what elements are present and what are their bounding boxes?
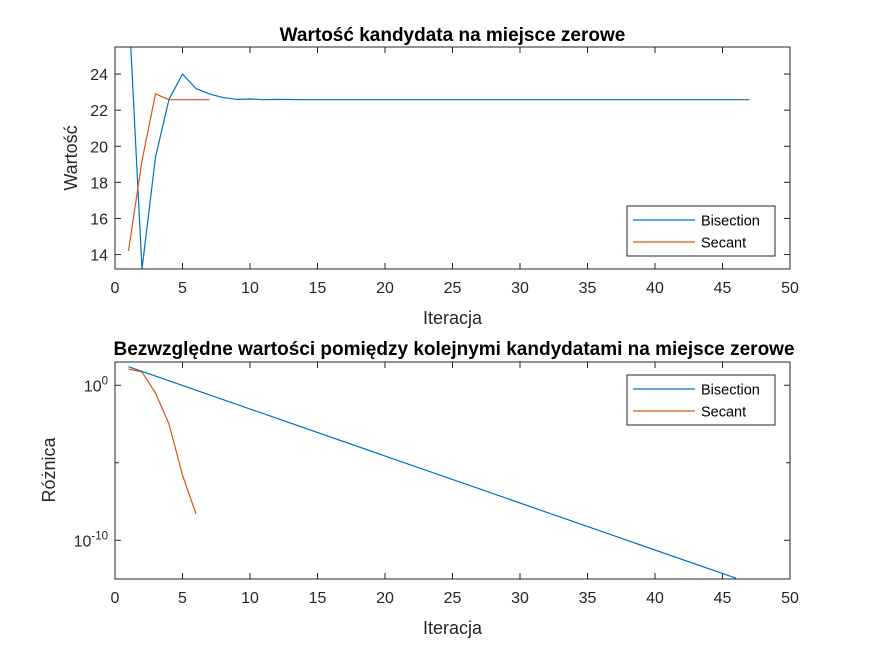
subplot-bottom: Bezwzględne wartości pomiędzy kolejnymi … [39,339,799,638]
ticks-top: 0 5 10 15 20 25 30 35 40 45 50 14 16 18 20 22 24 [90,47,799,297]
subplot-top: Wartość kandydata na miejsce zerowe Iter… [61,25,799,328]
y-tick-label-top-22: 22 [90,103,108,120]
y-tick-label-bottom-10-10: 10-10 [74,530,108,550]
legend-label-bisection-bottom: Bisection [701,383,760,399]
legend-label-secant-bottom: Secant [701,405,746,421]
x-tick-label-top-40: 40 [646,280,664,297]
series-line-bisection-top [130,47,750,269]
y-tick-label-top-14: 14 [90,248,108,265]
x-tick-label-top-20: 20 [376,280,394,297]
x-axis-label-top: Iteracja [423,308,483,328]
x-tick-label-top-30: 30 [511,280,529,297]
x-tick-label-bottom-50: 50 [781,590,799,607]
legend-label-secant-top: Secant [701,236,746,252]
chart-title-top: Wartość kandydata na miejsce zerowe [280,25,626,46]
series-lines-bottom [128,366,737,579]
legend-box-bottom [626,374,776,426]
x-tick-label-bottom-15: 15 [309,590,327,607]
y-tick-label-top-18: 18 [90,175,108,192]
ticks-bottom: 0 5 10 15 20 25 30 35 40 45 50 100 10-10 [74,362,799,607]
series-line-secant-bottom [128,368,197,515]
y-tick-label-top-16: 16 [90,211,108,228]
x-tick-label-bottom-10: 10 [241,590,259,607]
x-tick-label-bottom-0: 0 [111,590,120,607]
x-tick-label-top-0: 0 [111,280,120,297]
y-tick-label-bottom-10-0: 100 [84,375,108,395]
x-tick-label-bottom-40: 40 [646,590,664,607]
y-tick-label-top-24: 24 [90,67,108,84]
x-tick-label-bottom-20: 20 [376,590,394,607]
x-tick-label-bottom-30: 30 [511,590,529,607]
axes-box-top [114,46,791,270]
y-tick-label-top-20: 20 [90,139,108,156]
x-tick-label-top-35: 35 [579,280,597,297]
x-tick-label-top-15: 15 [309,280,327,297]
series-lines-top [127,47,750,269]
x-tick-label-top-50: 50 [781,280,799,297]
axes-box-bottom [114,361,791,580]
x-tick-label-top-25: 25 [444,280,462,297]
legend-label-bisection-top: Bisection [701,214,760,230]
x-axis-label-bottom: Iteracja [423,618,483,638]
x-tick-label-top-5: 5 [178,280,187,297]
x-tick-label-bottom-35: 35 [579,590,597,607]
x-tick-label-bottom-5: 5 [178,590,187,607]
y-axis-label-bottom: Różnica [39,436,59,502]
legend-box-top [626,205,776,257]
series-line-secant-top [127,93,210,252]
x-tick-label-top-10: 10 [241,280,259,297]
x-tick-label-bottom-45: 45 [714,590,732,607]
y-axis-label-top: Wartość [61,125,81,190]
x-tick-label-top-45: 45 [714,280,732,297]
legend-top: Bisection Secant [626,205,776,257]
series-line-bisection-bottom [128,366,737,579]
legend-bottom: Bisection Secant [626,374,776,426]
x-tick-label-bottom-25: 25 [444,590,462,607]
chart-title-bottom: Bezwzględne wartości pomiędzy kolejnymi … [113,339,794,360]
